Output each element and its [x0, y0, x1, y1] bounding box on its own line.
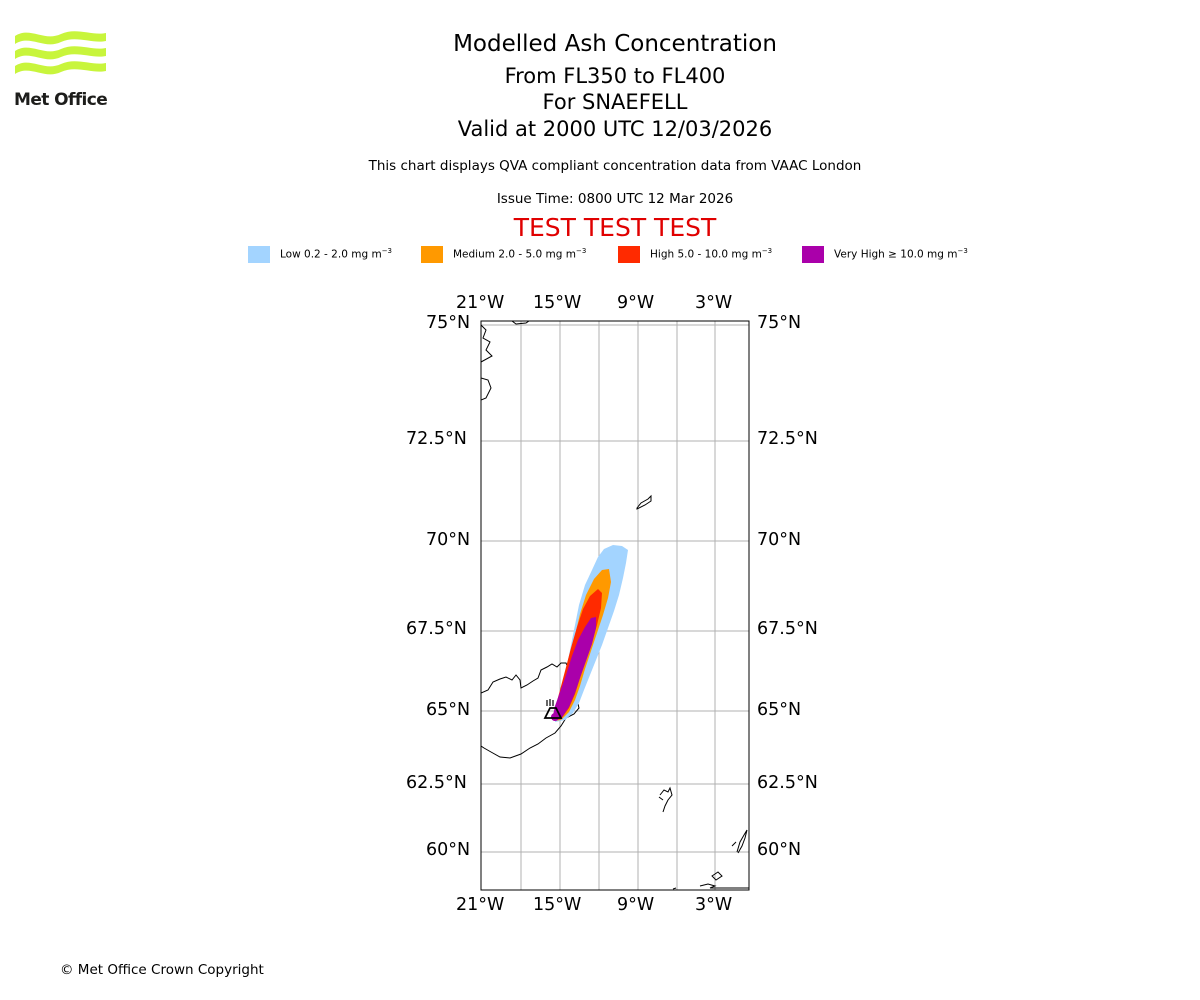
lon-label-top-15w: 15°W	[533, 293, 582, 313]
legend-swatch-high	[618, 245, 640, 263]
volcano-marker	[543, 699, 563, 719]
test-banner: TEST TEST TEST	[513, 213, 717, 242]
lon-label-top-21w: 21°W	[456, 293, 505, 313]
lat-label-left-72-5n: 72.5°N	[406, 429, 467, 449]
lat-label-left-75n: 75°N	[426, 313, 471, 333]
met-office-waves-icon	[15, 31, 106, 75]
lat-label-right-60n: 60°N	[757, 840, 802, 860]
greenland-coast-north	[511, 321, 530, 325]
chart-title: Modelled Ash Concentration	[453, 31, 777, 57]
volcano-icon	[543, 707, 563, 719]
met-office-logo: Met Office	[14, 30, 108, 114]
lat-label-right-67-5n: 67.5°N	[757, 619, 818, 639]
ash-plume	[551, 545, 628, 722]
copyright-notice: © Met Office Crown Copyright	[60, 962, 264, 978]
legend-swatch-medium	[421, 245, 443, 263]
logo-text: Met Office	[14, 90, 108, 110]
legend-swatch-very-high	[802, 245, 824, 263]
lon-label-bottom-9w: 9°W	[617, 895, 655, 915]
legend-item-very-high: Very High ≥ 10.0 mg m−3	[802, 245, 968, 263]
lat-label-right-70n: 70°N	[757, 530, 802, 550]
legend-item-medium: Medium 2.0 - 5.0 mg m−3	[421, 245, 586, 263]
greenland-coast-south	[481, 377, 492, 401]
issue-time: Issue Time: 0800 UTC 12 Mar 2026	[496, 191, 734, 207]
lat-label-left-65n: 65°N	[426, 700, 471, 720]
graticule	[481, 321, 749, 890]
lat-label-left-60n: 60°N	[426, 840, 471, 860]
lat-label-right-72-5n: 72.5°N	[757, 429, 818, 449]
lat-label-right-62-5n: 62.5°N	[757, 773, 818, 793]
legend-label-very-high: Very High ≥ 10.0 mg m−3	[834, 247, 968, 261]
faroe-islands	[659, 786, 673, 813]
valid-time: Valid at 2000 UTC 12/03/2026	[457, 117, 773, 141]
legend-label-medium: Medium 2.0 - 5.0 mg m−3	[453, 247, 587, 261]
lat-label-left-67-5n: 67.5°N	[406, 619, 467, 639]
map-frame	[480, 320, 750, 891]
legend-label-low: Low 0.2 - 2.0 mg m−3	[280, 247, 393, 261]
scotland-coast	[699, 883, 749, 889]
lon-label-bottom-15w: 15°W	[533, 895, 582, 915]
shetland	[736, 829, 748, 854]
ash-very-high	[552, 617, 596, 720]
volcano-name: For SNAEFELL	[542, 90, 688, 114]
legend-item-high: High 5.0 - 10.0 mg m−3	[618, 245, 772, 263]
chart-description: This chart displays QVA compliant concen…	[368, 158, 862, 174]
greenland-coast	[481, 324, 493, 363]
lon-label-top-9w: 9°W	[617, 293, 655, 313]
legend-label-high: High 5.0 - 10.0 mg m−3	[650, 247, 773, 261]
ash-source	[551, 713, 559, 721]
volcano-plume-lines	[546, 699, 554, 706]
lon-label-bottom-21w: 21°W	[456, 895, 505, 915]
lon-label-bottom-3w: 3°W	[695, 895, 733, 915]
lat-label-left-70n: 70°N	[426, 530, 471, 550]
jan-mayen	[636, 494, 652, 510]
lat-label-right-75n: 75°N	[757, 313, 802, 333]
legend-swatch-low	[248, 245, 270, 263]
lat-label-left-62-5n: 62.5°N	[406, 773, 467, 793]
lat-label-right-65n: 65°N	[757, 700, 802, 720]
lon-label-top-3w: 3°W	[695, 293, 733, 313]
legend-item-low: Low 0.2 - 2.0 mg m−3	[248, 245, 392, 263]
flight-level-range: From FL350 to FL400	[504, 64, 726, 88]
